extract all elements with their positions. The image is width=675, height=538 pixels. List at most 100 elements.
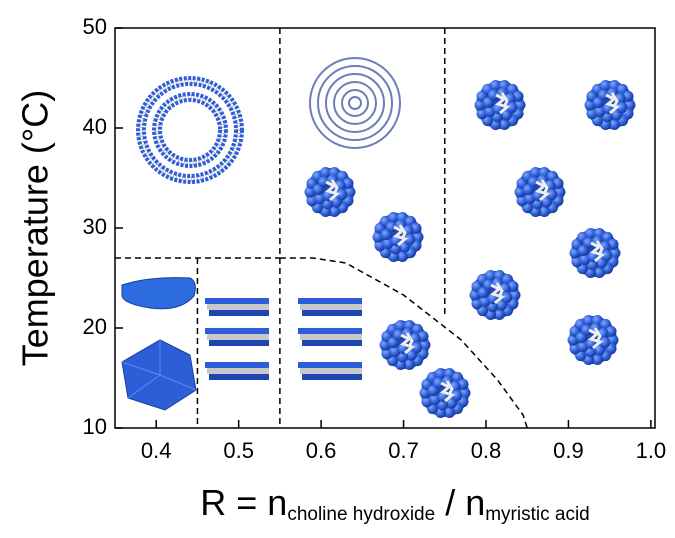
stack-layer [298,298,362,304]
micelle [419,368,471,418]
x-tick-label: 0.5 [223,438,254,463]
stack-layer [302,310,362,316]
micelle-sphere [514,99,526,111]
micelle-chains [399,332,415,355]
micelle-sphere [598,89,610,101]
phase-boundary [279,257,528,429]
micelle-sphere [379,339,391,351]
stack-layer [298,362,362,368]
micelle-chains [589,240,605,263]
micelle-sphere [583,237,595,249]
lamellar-ring [333,81,377,125]
micelle-sphere [419,339,431,351]
crystal-facets [121,340,197,399]
x-label-sub2: myristic acid [485,504,590,525]
y-axis-label: Temperature (°C) [15,90,56,366]
micelle [379,320,431,370]
micelle-sphere [451,390,463,402]
x-tick-label: 0.9 [553,438,584,463]
vesicle-heads [136,76,244,184]
x-tick-label: 0.7 [388,438,419,463]
micelle-sphere [607,334,619,346]
micelle-sphere [585,228,597,240]
micelle-sphere [435,368,447,380]
vesicle-chains [154,94,226,166]
micelle-sphere [411,342,423,354]
micelle-sphere [600,80,612,92]
micelle-chains [587,327,603,350]
x-tick-label: 0.6 [306,438,337,463]
stack-layer [205,328,269,334]
micelle-sphere [488,89,500,101]
micelle-sphere [579,253,591,265]
micelle-sphere [336,189,348,201]
micelle-sphere [389,345,401,357]
x-tick-label: 0.4 [141,438,172,463]
micelle-sphere [577,340,589,352]
micelle-sphere [412,231,424,243]
micelle-sphere [583,315,595,327]
vesicle-heads [152,92,228,168]
x-label-sub: choline hydroxide [287,504,435,525]
stack-layer [205,298,269,304]
micelle-sphere [372,231,384,243]
micelle-sphere [567,334,579,346]
micelle-sphere [395,320,407,332]
micelle-sphere [484,105,496,117]
micelle-sphere [388,212,400,224]
micelle-sphere [498,118,510,130]
stack-layer [209,340,269,346]
y-tick-label: 30 [83,214,107,239]
micelle-sphere [509,289,521,301]
stack-layer [300,334,362,340]
micelle-sphere [304,186,316,198]
micelle-sphere [506,102,518,114]
micelle-sphere [429,393,441,405]
x-tick-label: 0.8 [471,438,502,463]
micelle-sphere [493,308,505,320]
micelle-sphere [490,80,502,92]
micelle-sphere [624,99,636,111]
stack-layer [209,374,269,380]
micelle-sphere [328,205,340,217]
vesicle-heads [142,82,238,178]
stack-layer [209,310,269,316]
micelle-sphere [396,250,408,262]
micelle-chains [489,282,505,305]
stack-layer [207,334,269,340]
micelle-sphere [538,205,550,217]
micelle-sphere [474,99,486,111]
micelle [469,270,521,320]
micelle-chains [392,224,408,247]
micelle-sphere [593,266,605,278]
micelle-sphere [591,353,603,365]
micelle-sphere [569,247,581,259]
micelle-chains [439,380,455,403]
micelle-sphere [594,105,606,117]
micelle-sphere [404,234,416,246]
micelle-sphere [599,337,611,349]
lamellar-ring [348,96,362,110]
stack-layer [298,328,362,334]
micelle-sphere [382,237,394,249]
micelle-sphere [524,192,536,204]
micelle-sphere [433,377,445,389]
micelle-chains [494,92,510,115]
y-tick-label: 10 [83,414,107,439]
stack-layer [207,304,269,310]
x-label-main2: / n [435,482,485,523]
micelle [569,228,621,278]
micelle-sphere [601,250,613,262]
micelle [304,167,356,217]
micelle-sphere [514,186,526,198]
micelle-sphere [546,189,558,201]
micelle-sphere [459,387,471,399]
x-axis-label: R = ncholine hydroxide / nmyristic acid [200,482,589,526]
micelle-sphere [419,387,431,399]
micelle-sphere [386,221,398,233]
micelle-sphere [581,324,593,336]
stack-layer [300,304,362,310]
micelle-sphere [616,102,628,114]
lamellar-ring [325,73,385,133]
